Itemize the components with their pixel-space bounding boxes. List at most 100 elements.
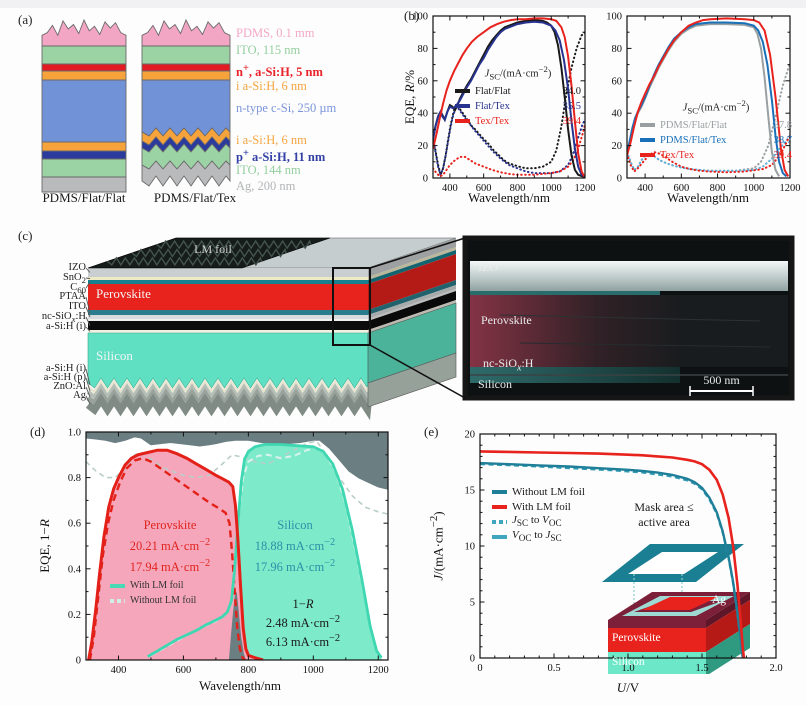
schematic-layer-label: ITO	[68, 301, 86, 312]
layer-legend-item: Ag, 200 nm	[236, 179, 296, 193]
layer-legend-item: p+ a-Si:H, 11 nm	[236, 148, 326, 165]
svg-text:600: 600	[673, 183, 689, 194]
svg-text:10: 10	[465, 542, 476, 553]
legend-label: JSC to VOC	[512, 514, 562, 529]
panel-e-label: (e)	[424, 424, 439, 439]
schematic-layer-label: SnO2	[62, 272, 86, 286]
legend-item: With LM foil	[492, 499, 622, 514]
e-x-axis-label: U/V	[616, 680, 640, 695]
legend-label: Flat/Flat	[475, 85, 511, 97]
svg-text:0: 0	[470, 654, 475, 665]
legend-swatch	[492, 519, 507, 524]
svg-text:0.5: 0.5	[547, 663, 560, 674]
legend-swatch	[640, 153, 655, 158]
stack-layer	[141, 160, 231, 187]
series-eqe-tex-tex	[627, 17, 790, 177]
schematic-shape	[368, 247, 456, 280]
b-y-axis-label: EQE, R/%	[402, 69, 417, 125]
stack-layer	[41, 45, 127, 65]
schematic-layer-label: ZnO:Al	[53, 381, 86, 392]
series-r-tex-tex	[627, 134, 790, 174]
jv-chart: 0 0.5 1.0 1.5 2.0 0 5 10 15 20	[465, 430, 783, 674]
svg-text:800: 800	[710, 183, 726, 194]
eqe-1-r-chart: 400 600 800 1000 1200 0 0.2 0.4 0.6 0.8 1.0	[68, 428, 389, 675]
layer-legend-item: ITO, 144 nm	[236, 163, 301, 177]
layer-legend: PDMS, 0.1 mm ITO, 115 nm n+, a-Si:H, 5 nm i…	[236, 0, 406, 210]
sem-scale-label: 500 nm	[703, 373, 740, 387]
sem-image	[462, 235, 795, 401]
layer-legend-item: i a-Si:H, 6 nm	[236, 79, 307, 93]
svg-text:0.6: 0.6	[68, 519, 81, 530]
series-eqe-flat-tex	[433, 20, 585, 178]
series-r-flat-flat	[433, 31, 585, 178]
inset-perovskite-label: Perovskite	[612, 632, 661, 644]
legend-label: Tex/Tex	[660, 149, 695, 161]
sem-nc-siox-label: nc-SiOx:H	[483, 356, 534, 374]
svg-text:1000: 1000	[743, 183, 764, 194]
schematic-shape	[88, 284, 368, 310]
svg-text:0: 0	[423, 174, 428, 185]
mask-inset-drawing	[602, 544, 750, 674]
svg-text:1.0: 1.0	[68, 428, 81, 439]
svg-text:15: 15	[465, 486, 476, 497]
textured-strip	[85, 393, 372, 421]
schematic-shape	[367, 352, 457, 408]
legend-label: With LM foil	[130, 580, 184, 591]
schematic-shape	[368, 285, 456, 319]
fill-perovskite-fill	[88, 450, 263, 660]
layer-legend-item: i a-Si:H, 6 nm	[236, 133, 307, 147]
svg-text:100: 100	[606, 12, 622, 23]
panel-d-label: (d)	[30, 424, 46, 439]
layer-stack-diagram	[41, 18, 231, 193]
svg-text:0.2: 0.2	[68, 610, 81, 621]
legend-value: 39.4	[773, 149, 792, 161]
svg-text:40: 40	[612, 109, 623, 120]
stack-layer	[141, 79, 231, 137]
legend-item: Tex/Tex 39.4	[455, 114, 581, 129]
eqe-chart-pdms: 400 600 800 1000 1200 0 20 40 60 80 100	[606, 12, 800, 195]
svg-text:0: 0	[76, 656, 81, 667]
legend-e: Without LM foil With LM foil JSC to VOC VOC…	[492, 484, 622, 544]
stack-layer	[41, 141, 127, 152]
legend-b-right: JSC/(mA·cm−2) PDMS/Flat/Flat 37.8 PDMS/Flat…	[640, 98, 792, 163]
textured-strip	[86, 383, 370, 403]
schematic-layer-label: a-Si:H (p)	[43, 372, 86, 383]
series-perovskite-eqe-without-foil	[88, 456, 246, 660]
series-perovskite-eqe-with-foil	[87, 448, 264, 660]
schematic-shape	[368, 250, 456, 284]
mask-caption-line2: active area	[638, 515, 690, 529]
series-without-lm-foil	[480, 461, 744, 658]
schematic-shape	[87, 237, 331, 269]
schematic-layer-label: nc-SiOx:H	[41, 311, 86, 325]
inset-ag-label: Ag	[712, 594, 727, 606]
legend-item: Without LM foil	[492, 484, 622, 499]
schematic-layer-label: C60	[70, 282, 86, 296]
textured-strip	[86, 388, 371, 411]
series-r-tex-tex	[433, 123, 585, 178]
foil-texture	[156, 239, 312, 250]
legend-item: Flat/Flat 34.0	[455, 84, 581, 99]
schematic-shape	[88, 315, 368, 319]
stack-layer	[41, 70, 127, 81]
legend-item: PDMS/Flat/Tex 38.7	[640, 133, 792, 148]
inset-outline	[332, 267, 371, 346]
series-with-lm-foil	[480, 450, 746, 658]
legend-title: JSC/(mA·cm−2)	[682, 98, 750, 116]
stack-layer	[41, 150, 127, 160]
legend-label: Without LM foil	[130, 595, 197, 606]
legend-item: With LM foil	[110, 578, 230, 593]
fill-silicon-fill	[147, 444, 382, 660]
perovskite-annotation: Perovskite 20.21 mA·cm−2 17.94 mA·cm−2	[129, 518, 211, 575]
svg-text:0: 0	[617, 174, 622, 185]
svg-text:400: 400	[442, 183, 458, 194]
b-right-x-axis-label: Wavelength/nm	[667, 190, 749, 205]
schematic-layer-label: IZO	[68, 262, 87, 273]
panel-c-label: (c)	[18, 228, 33, 243]
legend-swatch	[110, 583, 125, 588]
panel-a-label: (a)	[18, 12, 33, 27]
legend-item: VOC to JSC	[492, 529, 622, 544]
schematic-shape	[88, 330, 368, 333]
svg-text:1000: 1000	[303, 665, 324, 674]
svg-text:1200: 1200	[368, 665, 389, 674]
svg-text:60: 60	[418, 76, 429, 87]
